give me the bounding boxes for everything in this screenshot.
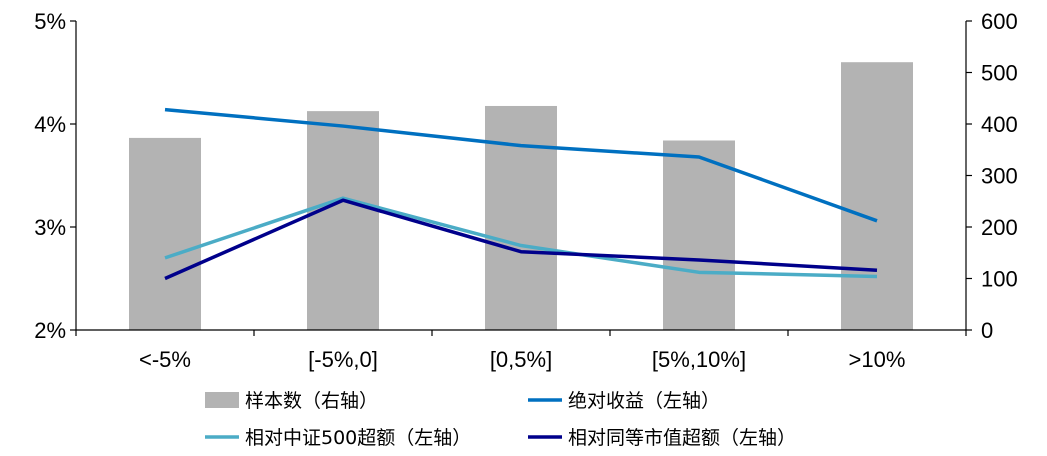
legend: 样本数（右轴） 绝对收益（左轴） 相对中证500超额（左轴） 相对同等市值超额（左轴） [205, 390, 796, 449]
legend-label: 相对中证500超额（左轴） [245, 427, 471, 449]
bar-sample-count [841, 62, 913, 330]
right-axis-tick-label: 200 [981, 215, 1018, 240]
x-axis-tick-label: [0,5%] [490, 347, 552, 372]
left-axis-tick-label: 4% [34, 112, 66, 137]
legend-item: 相对中证500超额（左轴） [205, 427, 471, 449]
left-axis-tick-label: 5% [34, 9, 66, 34]
right-axis-tick-label: 100 [981, 267, 1018, 292]
series-line-1 [164, 196, 878, 279]
legend-item: 样本数（右轴） [205, 390, 378, 412]
bar-sample-count [485, 105, 557, 330]
legend-label: 绝对收益（左轴） [568, 390, 720, 412]
left-axis-tick-label: 2% [34, 318, 66, 343]
series-line-2 [164, 198, 878, 281]
x-axis-tick-label: <-5% [139, 347, 191, 372]
series-line-0 [164, 107, 878, 223]
plot-area [129, 62, 913, 330]
right-axis-tick-label: 500 [981, 61, 1018, 86]
right-axis-tick-label: 0 [981, 318, 993, 343]
right-axis-tick-label: 400 [981, 112, 1018, 137]
legend-item: 相对同等市值超额（左轴） [528, 427, 796, 449]
legend-label: 样本数（右轴） [245, 390, 378, 412]
legend-item: 绝对收益（左轴） [528, 390, 720, 412]
bar-sample-count [663, 140, 735, 330]
tick-labels: 2% 3% 4% 5% 0 100 200 300 400 500 600 <-5% [-5%,0] [0… [34, 9, 1018, 372]
x-axis-tick-label: [-5%,0] [308, 347, 378, 372]
x-axis-tick-label: [5%,10%] [652, 347, 746, 372]
bar-sample-count [129, 137, 201, 330]
right-axis-tick-label: 600 [981, 9, 1018, 34]
right-axis-tick-label: 300 [981, 164, 1018, 189]
bar-sample-count [307, 111, 379, 330]
legend-label: 相对同等市值超额（左轴） [568, 427, 796, 449]
x-axis-tick-label: >10% [849, 347, 906, 372]
left-axis-tick-label: 3% [34, 215, 66, 240]
legend-swatch [205, 392, 239, 408]
